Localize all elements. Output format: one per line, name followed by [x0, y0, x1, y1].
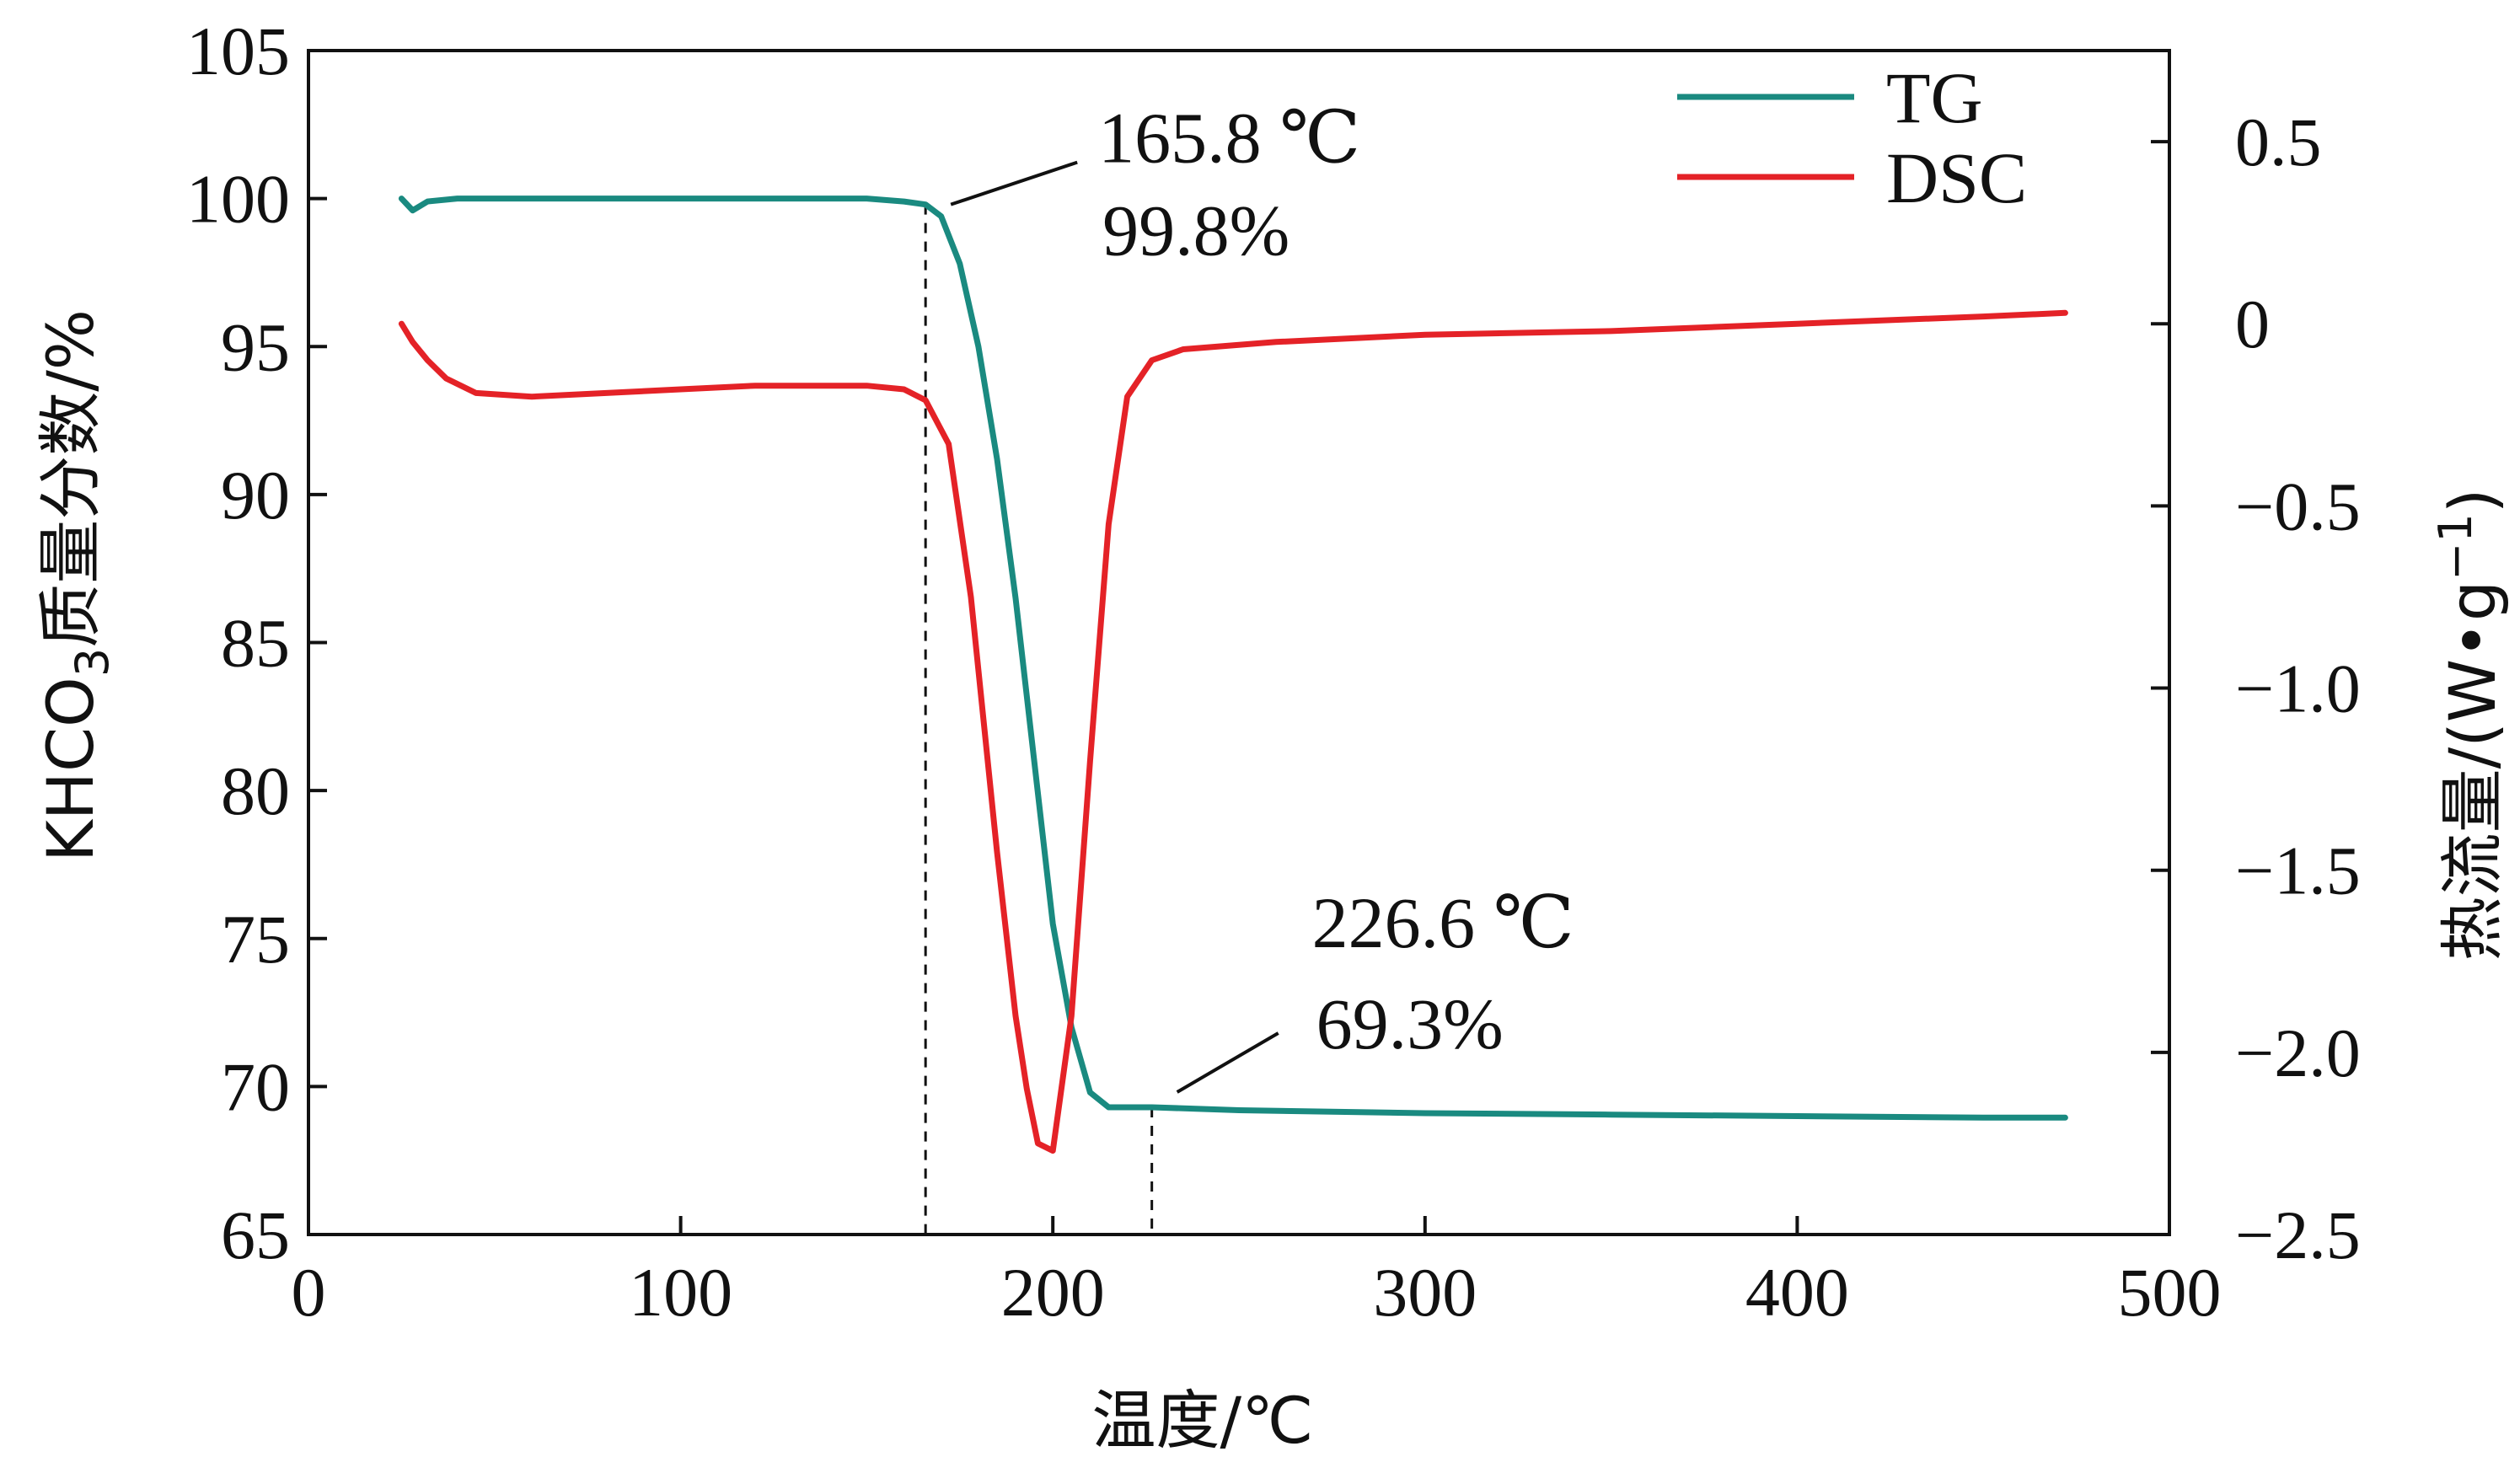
annotation-temperature: 165.8 ℃	[1098, 98, 1360, 179]
y-right-tick-label: −1.5	[2235, 833, 2361, 909]
x-tick-label: 200	[1001, 1254, 1105, 1331]
y-right-tick-label: −2.0	[2235, 1015, 2361, 1091]
y-right-tick-label: −0.5	[2235, 468, 2361, 544]
legend-label-tg: TG	[1886, 57, 1983, 138]
y-left-tick-label: 70	[221, 1048, 290, 1125]
y-left-tick-label: 65	[221, 1197, 290, 1273]
y-left-tick-label: 75	[221, 901, 290, 978]
y-right-title-suffix: )	[2435, 489, 2510, 514]
series-line-tg	[398, 196, 2068, 1121]
legend-label-dsc: DSC	[1886, 137, 2027, 218]
annotation-temperature: 226.6 ℃	[1312, 882, 1574, 963]
annotations: 165.8 ℃ 99.8% 226.6 ℃ 69.3%	[950, 98, 1574, 1094]
y-left-tick-label: 85	[221, 605, 290, 682]
annotation-leader-line	[1176, 1031, 1279, 1094]
y-left-title-suffix: 质量分数/%	[33, 309, 108, 648]
y-right-tick-label: −2.5	[2235, 1197, 2361, 1273]
series-line-dsc	[398, 309, 2068, 1154]
y-left-tick-label: 90	[221, 457, 290, 533]
y-left-tick-label: 95	[221, 308, 290, 385]
x-tick-label: 100	[629, 1254, 732, 1331]
y-left-title-prefix: KHCO	[33, 677, 108, 862]
annotation-percent: 69.3%	[1316, 983, 1504, 1064]
y-left-tick-label: 100	[186, 161, 290, 238]
x-tick-label: 0	[292, 1254, 326, 1331]
x-tick-label: 500	[2118, 1254, 2222, 1331]
y-right-title-prefix: 热流量/(W•g	[2435, 581, 2510, 961]
x-tick-label: 300	[1373, 1254, 1477, 1331]
axis-ticks: 0 100 200 300 400 500 65 70 75 80 85 90 95 100 105 −2.5…	[186, 13, 2361, 1331]
data-lines	[398, 196, 2068, 1154]
dashed-guides	[924, 204, 1154, 1235]
y-axis-right-title: 热流量/(W•g−1)	[2429, 489, 2510, 961]
y-left-tick-label: 105	[186, 13, 290, 89]
x-tick-label: 400	[1745, 1254, 1849, 1331]
annotation-percent: 99.8%	[1102, 190, 1289, 271]
y-left-tick-label: 80	[221, 753, 290, 829]
y-left-title-subscript: 3	[66, 648, 119, 677]
y-right-tick-label: 0	[2235, 286, 2270, 362]
y-right-tick-label: 0.5	[2235, 104, 2322, 180]
y-right-tick-label: −1.0	[2235, 651, 2361, 727]
annotation-leader-line	[950, 160, 1078, 206]
x-axis-title: 温度/℃	[1092, 1383, 1314, 1458]
y-right-title-superscript: −1	[2429, 513, 2482, 581]
y-axis-left-title: KHCO3质量分数/%	[33, 309, 119, 862]
